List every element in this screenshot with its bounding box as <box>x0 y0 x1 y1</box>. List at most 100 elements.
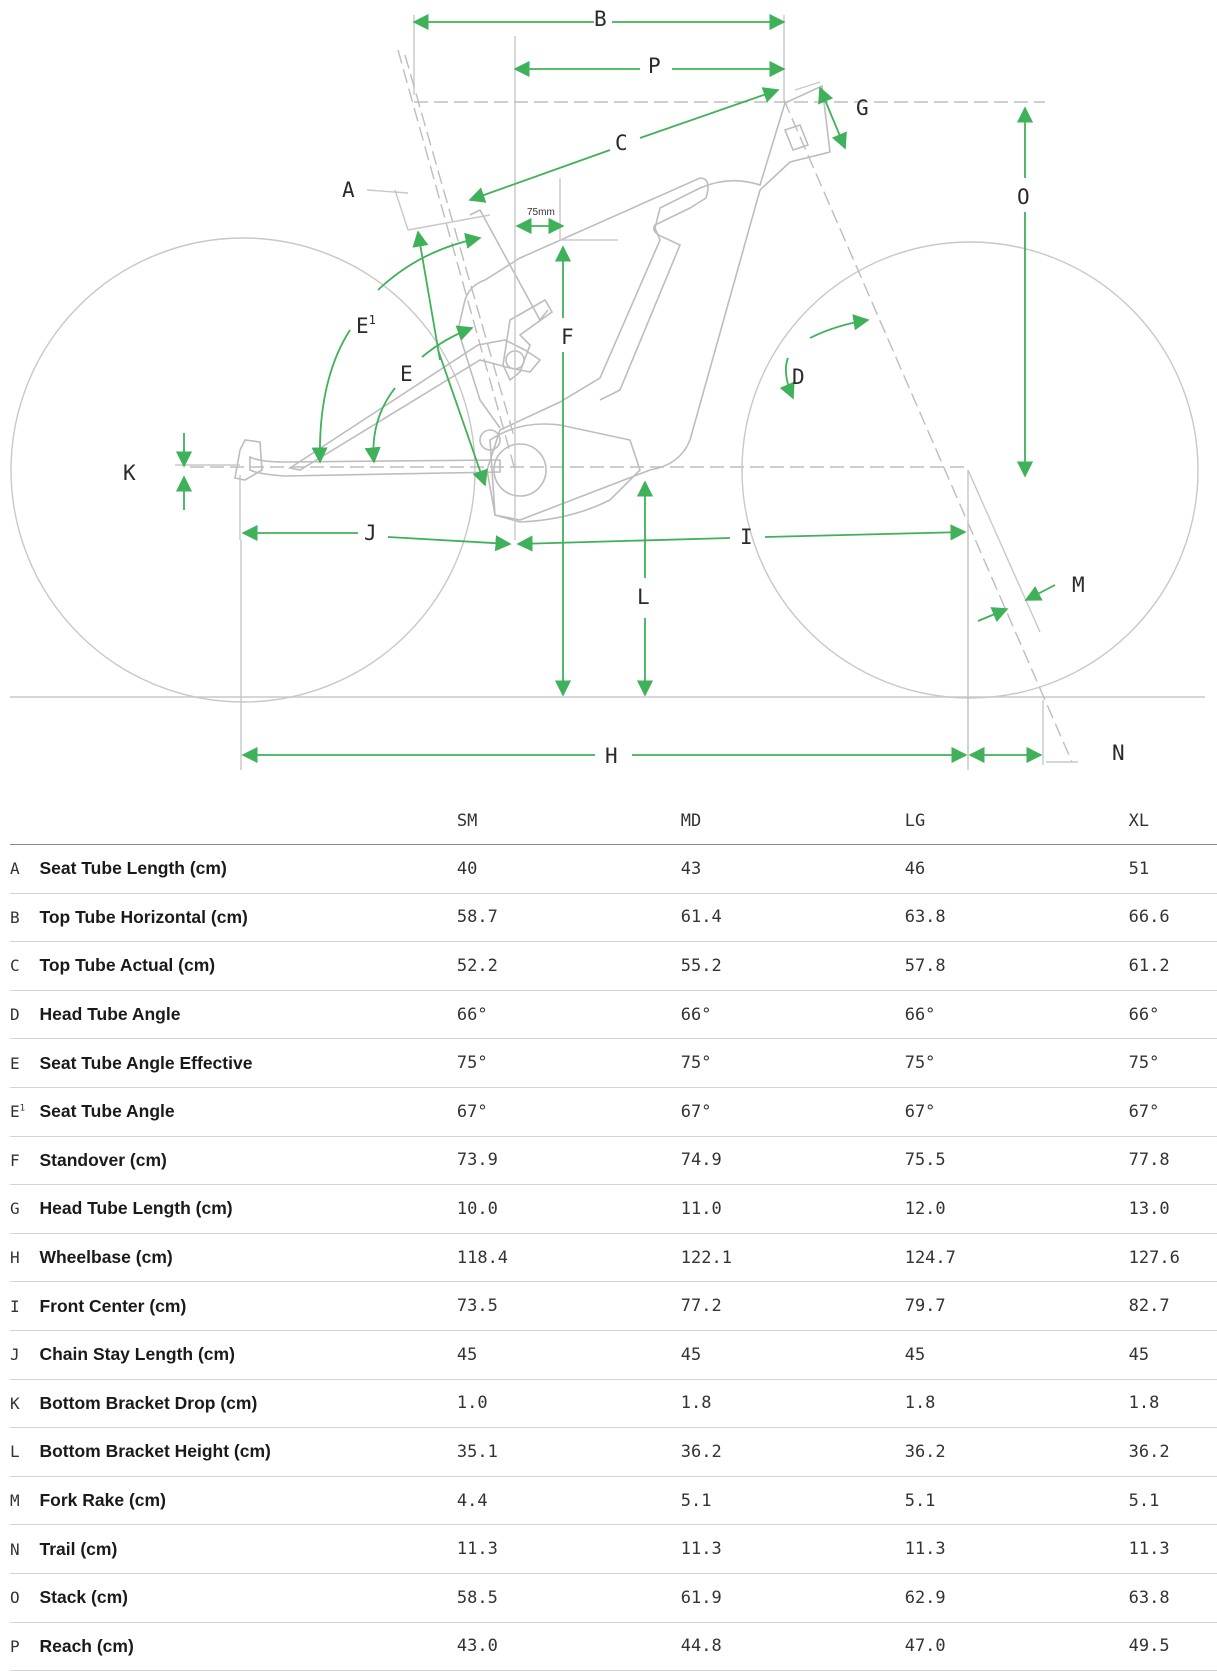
row-value: 46 <box>904 858 926 879</box>
table-body: A Seat Tube Length (cm) 40 43 46 51 B Top Tube … <box>10 845 1217 1672</box>
row-value: 51 <box>1128 858 1150 879</box>
table-row: P Reach (cm) 43.0 44.8 47.0 49.5 <box>10 1623 1217 1672</box>
row-value: 1.8 <box>680 1393 712 1414</box>
row-value: 61.2 <box>1128 955 1170 976</box>
table-row: I Front Center (cm) 73.5 77.2 79.7 82.7 <box>10 1282 1217 1331</box>
row-value: 75° <box>904 1053 936 1074</box>
row-label: Standover (cm) <box>39 1149 167 1170</box>
row-value: 58.5 <box>456 1587 498 1608</box>
label-k: K <box>123 461 136 485</box>
label-e: E <box>400 362 413 386</box>
row-value: 66° <box>904 1004 936 1025</box>
row-label: Bottom Bracket Height (cm) <box>39 1441 271 1462</box>
row-label: Stack (cm) <box>39 1587 128 1608</box>
table-row: B Top Tube Horizontal (cm) 58.7 61.4 63.8 66.… <box>10 894 1217 943</box>
row-value: 4.4 <box>456 1490 488 1511</box>
row-key: I <box>10 1296 20 1316</box>
row-key: E <box>10 1053 20 1073</box>
row-value: 62.9 <box>904 1587 946 1608</box>
row-value: 67° <box>456 1101 488 1122</box>
row-value: 75.5 <box>904 1150 946 1171</box>
label-l: L <box>637 585 650 609</box>
row-value: 45 <box>904 1344 926 1365</box>
row-value: 75° <box>456 1053 488 1074</box>
table-row: N Trail (cm) 11.3 11.3 11.3 11.3 <box>10 1525 1217 1574</box>
row-value: 118.4 <box>456 1247 509 1268</box>
row-value: 66° <box>1128 1004 1160 1025</box>
row-value: 11.3 <box>904 1539 946 1560</box>
dimension-arrows <box>175 13 1056 764</box>
row-value: 12.0 <box>904 1198 946 1219</box>
row-value: 5.1 <box>680 1490 712 1511</box>
row-value: 74.9 <box>680 1150 722 1171</box>
row-value: 63.8 <box>1128 1587 1170 1608</box>
row-value: 13.0 <box>1128 1198 1170 1219</box>
row-value: 45 <box>456 1344 478 1365</box>
label-h: H <box>605 744 618 768</box>
row-label: Chain Stay Length (cm) <box>39 1344 235 1365</box>
row-key: A <box>10 859 20 879</box>
row-label: Seat Tube Angle <box>39 1101 175 1122</box>
row-label: Bottom Bracket Drop (cm) <box>39 1392 258 1413</box>
row-key: L <box>10 1442 20 1462</box>
row-label: Trail (cm) <box>39 1538 118 1559</box>
table-row: D Head Tube Angle 66° 66° 66° 66° <box>10 991 1217 1040</box>
row-label: Reach (cm) <box>39 1635 134 1656</box>
size-header: MD <box>680 811 702 831</box>
row-key: F <box>10 1150 20 1170</box>
label-b: B <box>594 7 607 31</box>
table-row: O Stack (cm) 58.5 61.9 62.9 63.8 <box>10 1574 1217 1623</box>
row-value: 57.8 <box>904 955 946 976</box>
row-value: 67° <box>904 1101 936 1122</box>
bike-geometry-diagram: B P G C O A 75mm E1 F E D K J I M L N H <box>10 7 1205 770</box>
row-key: H <box>10 1248 20 1268</box>
row-value: 5.1 <box>1128 1490 1160 1511</box>
row-value: 11.3 <box>456 1539 498 1560</box>
row-value: 75° <box>1128 1053 1160 1074</box>
label-g: G <box>856 96 869 120</box>
row-label: Head Tube Length (cm) <box>39 1198 233 1219</box>
row-value: 52.2 <box>456 955 498 976</box>
table-row: C Top Tube Actual (cm) 52.2 55.2 57.8 61.2 <box>10 942 1217 991</box>
row-value: 47.0 <box>904 1636 946 1657</box>
table-row: K Bottom Bracket Drop (cm) 1.0 1.8 1.8 1.8 <box>10 1380 1217 1429</box>
row-label: Front Center (cm) <box>39 1295 187 1316</box>
label-m: M <box>1072 573 1085 597</box>
label-75mm: 75mm <box>527 207 555 218</box>
label-a: A <box>342 178 355 202</box>
row-label: Fork Rake (cm) <box>39 1490 166 1511</box>
row-key: D <box>10 1005 20 1025</box>
label-d: D <box>792 365 805 389</box>
row-value: 122.1 <box>680 1247 732 1268</box>
row-value: 10.0 <box>456 1198 498 1219</box>
row-value: 5.1 <box>904 1490 936 1511</box>
size-header: SM <box>456 811 478 831</box>
rear-wheel <box>10 237 476 703</box>
row-key: O <box>10 1588 20 1608</box>
row-value: 11.0 <box>680 1198 722 1219</box>
table-row: E Seat Tube Angle Effective 75° 75° 75° 75° <box>10 1039 1217 1088</box>
row-value: 49.5 <box>1128 1636 1170 1657</box>
row-value: 67° <box>680 1101 712 1122</box>
row-value: 36.2 <box>904 1441 946 1462</box>
dimension-labels: B P G C O A 75mm E1 F E D K J I M L N H <box>123 7 1125 768</box>
row-value: 124.7 <box>904 1247 956 1268</box>
label-p: P <box>648 54 661 78</box>
row-value: 36.2 <box>680 1441 722 1462</box>
row-key: J <box>10 1345 20 1365</box>
row-value: 77.2 <box>680 1296 722 1317</box>
table-row: H Wheelbase (cm) 118.4 122.1 124.7 127.6 <box>10 1234 1217 1283</box>
row-value: 61.9 <box>680 1587 722 1608</box>
front-wheel <box>741 241 1199 699</box>
size-header: XL <box>1128 811 1150 831</box>
row-value: 73.9 <box>456 1150 498 1171</box>
row-key: B <box>10 907 20 927</box>
row-value: 45 <box>680 1344 702 1365</box>
label-n: N <box>1112 741 1125 765</box>
row-value: 58.7 <box>456 907 498 928</box>
row-value: 43 <box>680 858 702 879</box>
row-label: Seat Tube Length (cm) <box>39 858 227 879</box>
row-value: 66.6 <box>1128 907 1170 928</box>
table-row: A Seat Tube Length (cm) 40 43 46 51 <box>10 845 1217 894</box>
label-f: F <box>561 325 574 349</box>
